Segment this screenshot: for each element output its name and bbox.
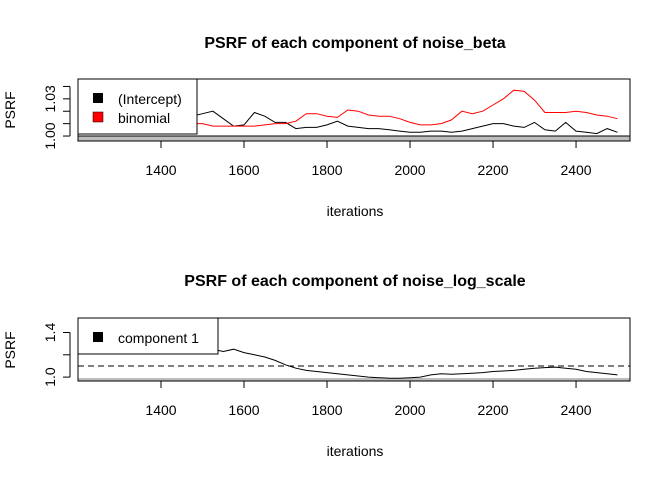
- x-tick-label: 1600: [228, 162, 259, 178]
- x-tick-label: 2000: [394, 162, 425, 178]
- y-tick-label: 1.4: [42, 323, 58, 343]
- chart-title: PSRF of each component of noise_beta: [204, 35, 505, 52]
- x-tick-label: 1800: [311, 402, 342, 418]
- series-group: [181, 89, 618, 135]
- series-line-1: [181, 110, 618, 135]
- x-tick-label: 1800: [311, 162, 342, 178]
- x-tick-label: 2000: [394, 402, 425, 418]
- y-axis-label: PSRF: [2, 331, 18, 368]
- reference-band: [78, 378, 630, 381]
- y-axis: 1.0 1.4: [42, 323, 71, 387]
- series-group: [202, 348, 618, 379]
- legend: (Intercept) binomial: [77, 78, 198, 135]
- y-tick-label: 1.03: [42, 85, 58, 112]
- legend-label-component-1: component 1: [118, 330, 199, 346]
- panel-noise-beta: PSRF of each component of noise_beta PSR…: [2, 35, 631, 219]
- legend-box: [77, 78, 198, 135]
- x-tick-label: 2200: [477, 402, 508, 418]
- y-axis-label: PSRF: [2, 91, 18, 128]
- x-tick-label: 1400: [145, 162, 176, 178]
- x-axis: 1400 1600 1800 2000 2200 2400: [145, 140, 592, 178]
- legend-swatch-component-1: [93, 332, 103, 342]
- legend-label-intercept: (Intercept): [118, 91, 182, 107]
- series-line-2: [181, 89, 618, 127]
- x-tick-label: 1400: [145, 402, 176, 418]
- reference-line-group: [78, 365, 630, 381]
- legend-swatch-intercept: [93, 93, 103, 103]
- reference-band: [78, 136, 630, 141]
- panel-noise-log-scale: PSRF of each component of noise_log_scal…: [2, 273, 631, 459]
- x-axis: 1400 1600 1800 2000 2200 2400: [145, 380, 592, 418]
- y-tick-label: 1.0: [42, 367, 58, 387]
- legend-label-binomial: binomial: [118, 110, 170, 126]
- x-tick-label: 2400: [560, 402, 591, 418]
- reference-line-group: [78, 135, 630, 141]
- x-axis-label: iterations: [327, 443, 384, 459]
- y-tick-label: 1.00: [42, 122, 58, 149]
- x-tick-label: 1600: [228, 402, 259, 418]
- series-line-1: [202, 348, 618, 379]
- legend-swatch-binomial: [92, 111, 104, 123]
- legend: component 1: [77, 317, 219, 355]
- x-tick-label: 2200: [477, 162, 508, 178]
- chart-title: PSRF of each component of noise_log_scal…: [184, 273, 526, 290]
- y-axis: 1.00 1.03: [42, 85, 71, 150]
- x-axis-label: iterations: [327, 203, 384, 219]
- x-tick-label: 2400: [560, 162, 591, 178]
